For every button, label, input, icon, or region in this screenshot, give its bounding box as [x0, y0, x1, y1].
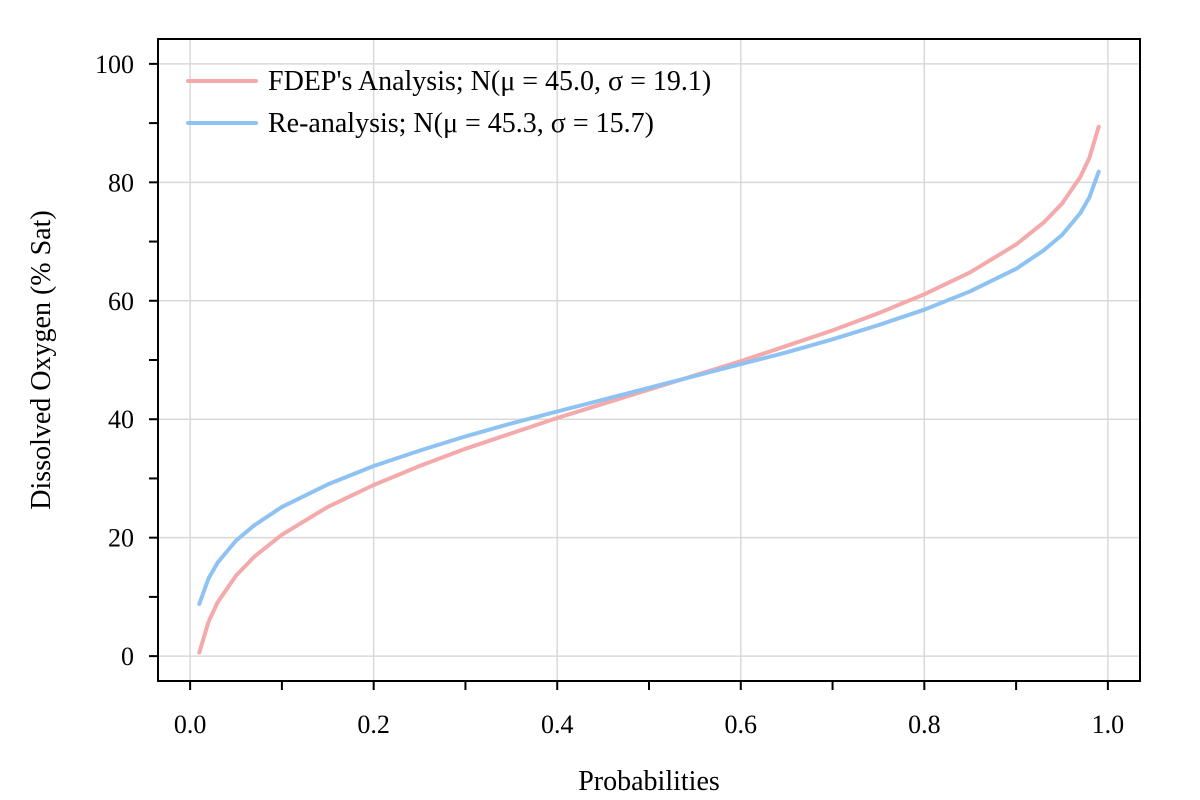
x-tick-label: 0.6 [725, 710, 758, 739]
grid [158, 39, 1140, 681]
x-tick-label: 0.0 [174, 710, 207, 739]
x-axis-title: Probabilities [578, 766, 720, 797]
y-axis-title: Dissolved Oxygen (% Sat) [26, 210, 57, 509]
legend-label-2: Re-analysis; N(μ = 45.3, σ = 15.7) [268, 108, 654, 139]
series-lines [197, 124, 1101, 655]
y-tick-label: 20 [108, 524, 134, 553]
legend: FDEP's Analysis; N(μ = 45.0, σ = 19.1) Re… [186, 66, 711, 139]
axis-ticks: 0.0 0.2 0.4 0.6 0.8 1.0 0 20 40 60 80 100 [95, 50, 1124, 739]
x-tick-label: 1.0 [1092, 710, 1125, 739]
legend-label-1: FDEP's Analysis; N(μ = 45.0, σ = 19.1) [268, 66, 711, 97]
y-tick-label: 100 [95, 50, 134, 79]
series-line-2 [197, 169, 1101, 606]
y-tick-label: 60 [108, 287, 134, 316]
x-tick-label: 0.2 [357, 710, 390, 739]
x-tick-label: 0.8 [908, 710, 941, 739]
x-tick-label: 0.4 [541, 710, 574, 739]
y-tick-label: 0 [121, 642, 134, 671]
y-tick-label: 80 [108, 168, 134, 197]
y-tick-label: 40 [108, 405, 134, 434]
